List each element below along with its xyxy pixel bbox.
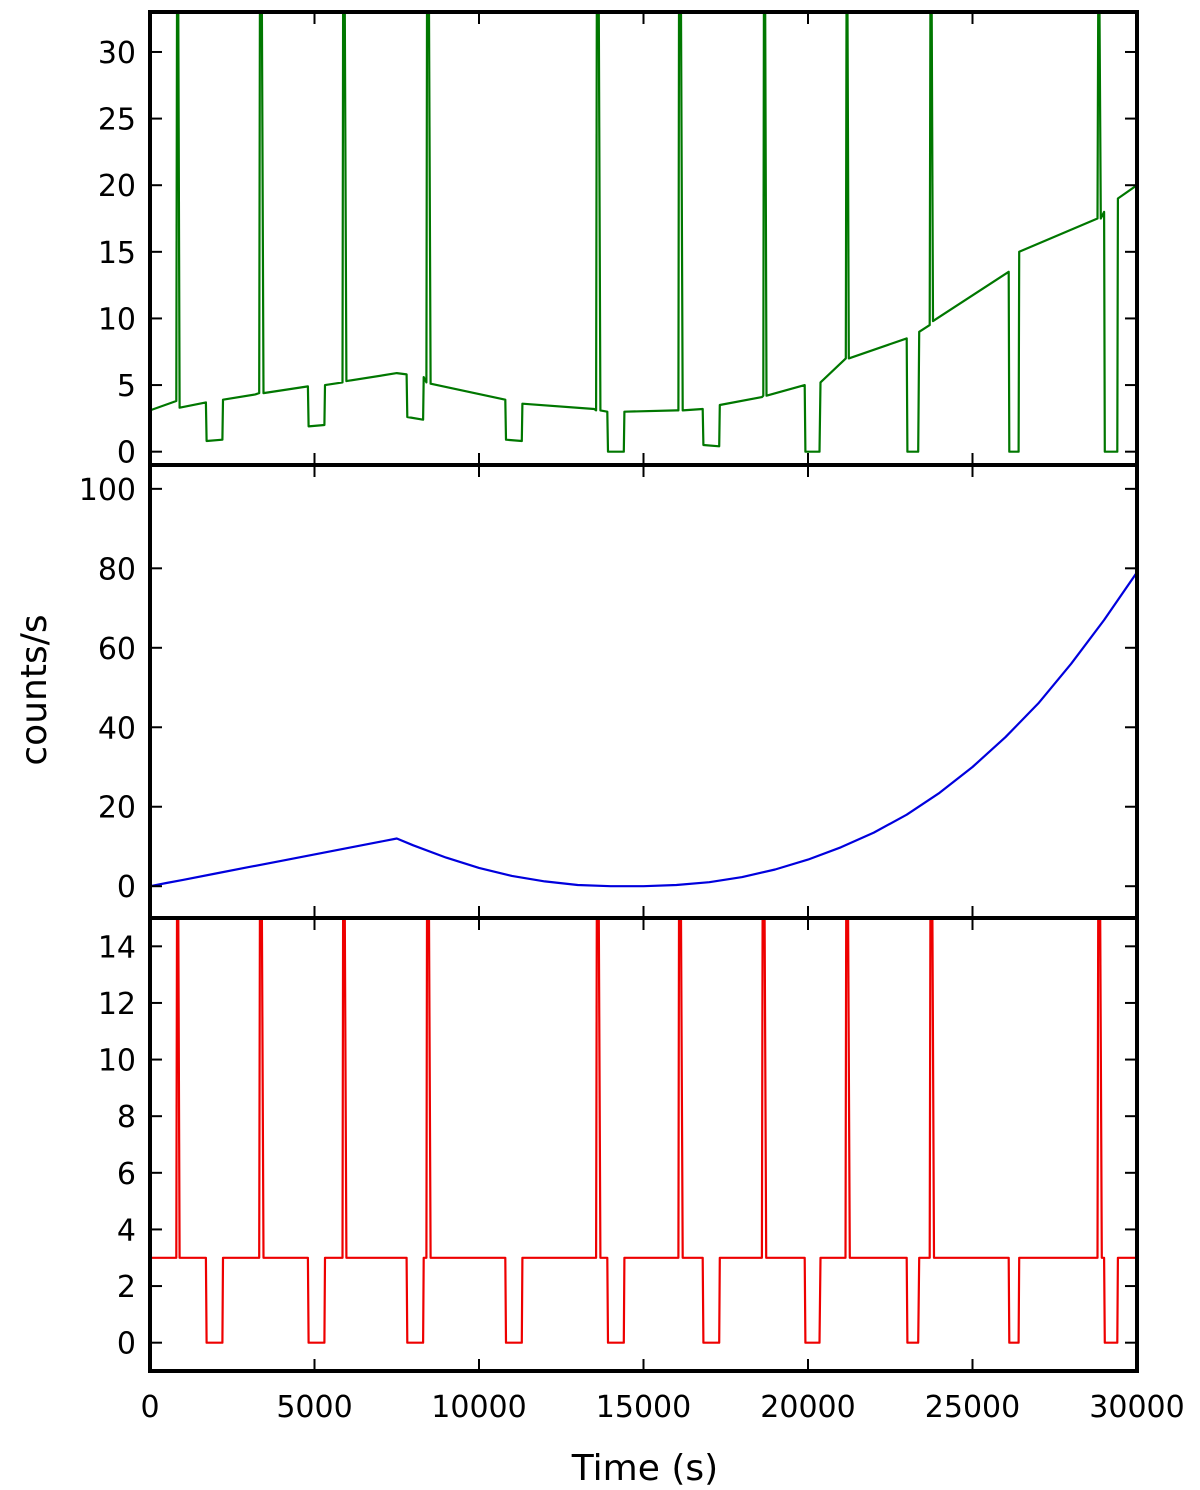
y-tick-label: 15: [98, 236, 136, 271]
y-tick-label: 6: [117, 1157, 136, 1192]
y-tick-label: 10: [98, 302, 136, 337]
y-tick-label: 0: [117, 1327, 136, 1362]
panel-top: 0 5 10 15 20 25 30: [98, 10, 1139, 471]
y-tick-label: 60: [98, 632, 136, 667]
y-tick-label: 12: [98, 987, 136, 1022]
y-tick-label: 0: [117, 436, 136, 471]
series-line-middle: [150, 571, 1137, 888]
y-axis-label: counts/s: [14, 614, 55, 765]
x-axis-label: Time (s): [571, 1448, 718, 1489]
x-tick-label: 5000: [276, 1390, 352, 1425]
panel-frame-bottom: [148, 916, 1139, 1373]
y-tick-label: 100: [79, 473, 136, 508]
y-tick-label: 30: [98, 36, 136, 71]
y-tick-label: 14: [98, 930, 136, 965]
y-tick-label: 20: [98, 791, 136, 826]
series-line-top: [150, 12, 1137, 453]
y-tick-label: 0: [117, 870, 136, 905]
y-tick-label: 8: [117, 1100, 136, 1135]
y-tick-label: 10: [98, 1044, 136, 1079]
x-tick-label: 10000: [431, 1390, 526, 1425]
series-line-bottom: [150, 918, 1137, 1344]
y-tick-label: 25: [98, 103, 136, 138]
x-tick-label: 20000: [760, 1390, 855, 1425]
x-tick-label: 15000: [596, 1390, 691, 1425]
panel-bottom: 0 2 4 6 8 10 12 14 0 5000 10000 15000 20000 25000 3000…: [98, 916, 1185, 1425]
y-tick-label: 80: [98, 552, 136, 587]
x-tick-label: 30000: [1089, 1390, 1184, 1425]
y-tick-label: 40: [98, 711, 136, 746]
y-tick-label: 4: [117, 1213, 136, 1248]
x-tick-label: 25000: [925, 1390, 1020, 1425]
y-tick-label: 20: [98, 169, 136, 204]
y-tick-label: 2: [117, 1270, 136, 1305]
y-tick-label: 5: [117, 369, 136, 404]
x-tick-label: 0: [140, 1390, 159, 1425]
